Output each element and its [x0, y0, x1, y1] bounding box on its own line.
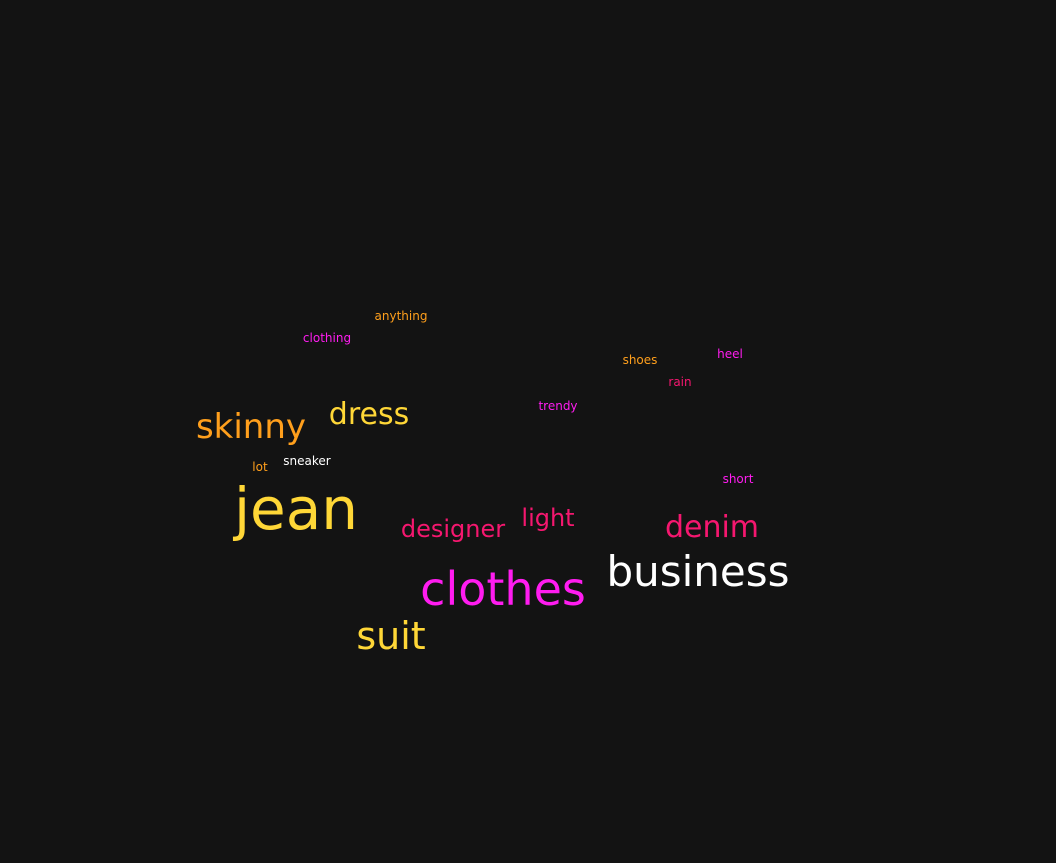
word-clothing: clothing [302, 331, 352, 345]
word-rain: rain [668, 375, 692, 389]
word-short: short [722, 472, 754, 486]
word-designer: designer [400, 515, 506, 543]
word-clothes: clothes [420, 562, 586, 616]
word-jean: jean [233, 475, 359, 543]
word-suit: suit [356, 614, 426, 658]
word-trendy: trendy [538, 399, 578, 413]
word-skinny: skinny [195, 407, 307, 447]
word-shoes: shoes [622, 353, 658, 367]
word-heel: heel [717, 347, 743, 361]
word-denim: denim [664, 510, 760, 545]
word-sneaker: sneaker [283, 454, 331, 468]
word-dress: dress [328, 397, 410, 432]
word-light: light [521, 504, 575, 532]
word-anything: anything [374, 309, 428, 323]
word-business: business [606, 547, 790, 596]
word-lot: lot [252, 460, 268, 474]
